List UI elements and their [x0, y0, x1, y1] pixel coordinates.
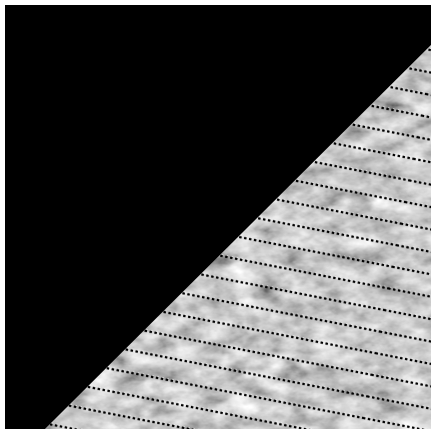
image-view [0, 0, 436, 434]
